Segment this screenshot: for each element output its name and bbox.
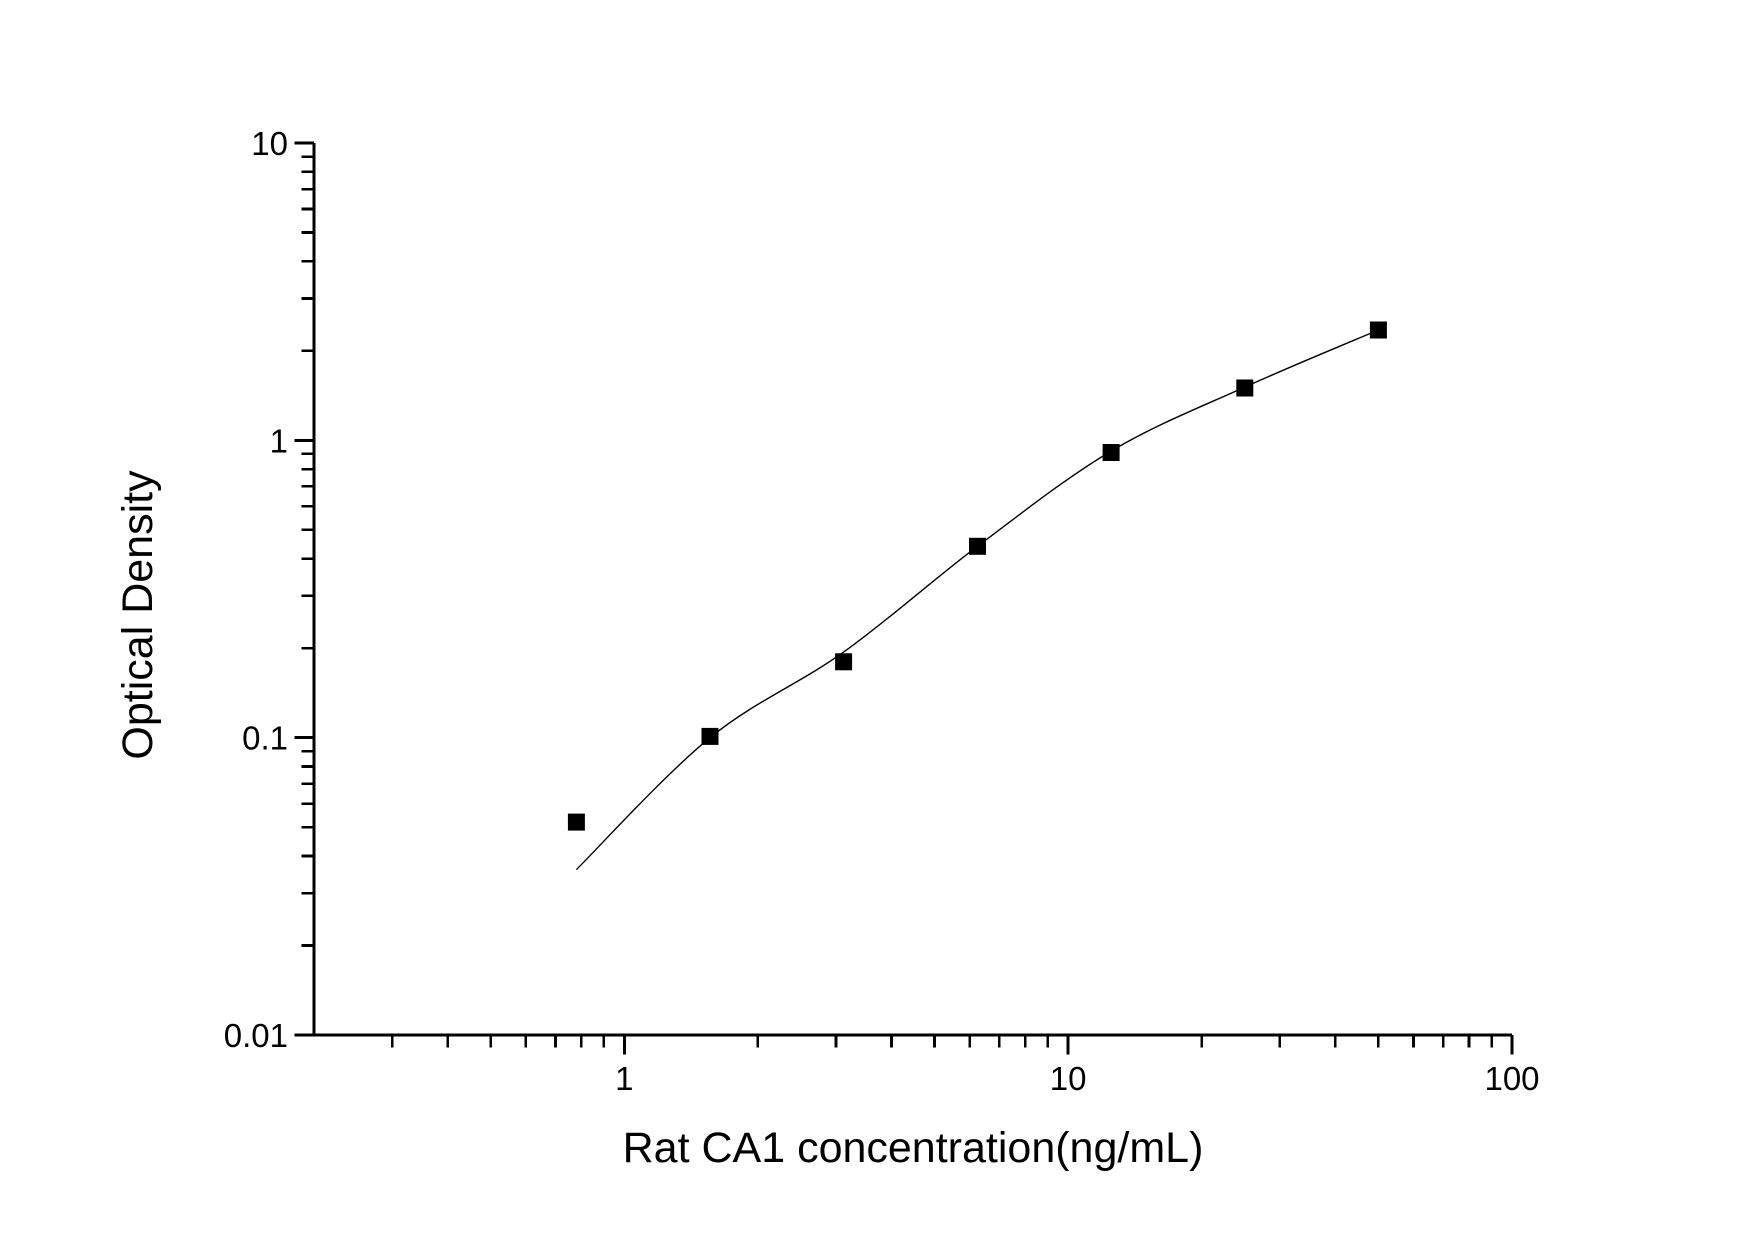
y-tick-label: 1 (270, 422, 288, 459)
axes (312, 143, 1512, 1037)
data-point-marker (1236, 379, 1254, 397)
y-axis-title: Optical Density (114, 470, 162, 760)
fit-curve-line (575, 329, 1379, 871)
data-point-marker (835, 653, 853, 671)
x-axis-title: Rat CA1 concentration(ng/mL) (623, 1124, 1204, 1172)
data-point-marker (701, 727, 719, 745)
x-tick-label: 100 (1484, 1060, 1539, 1097)
y-tick-label: 0.1 (242, 720, 288, 757)
y-tick-label: 10 (251, 125, 288, 162)
axis-tick-labels: 1 10 100 10 1 0.1 0.01 (224, 125, 1540, 1097)
data-point-marker (1102, 444, 1120, 461)
axis-ticks (294, 141, 1514, 1055)
data-point-marker (567, 813, 585, 831)
x-tick-label: 10 (1050, 1060, 1087, 1097)
data-point-marker (1369, 321, 1387, 339)
y-tick-label: 0.01 (224, 1017, 288, 1054)
data-point-markers (567, 321, 1387, 831)
x-tick-label: 1 (615, 1060, 633, 1097)
data-point-marker (969, 537, 986, 555)
